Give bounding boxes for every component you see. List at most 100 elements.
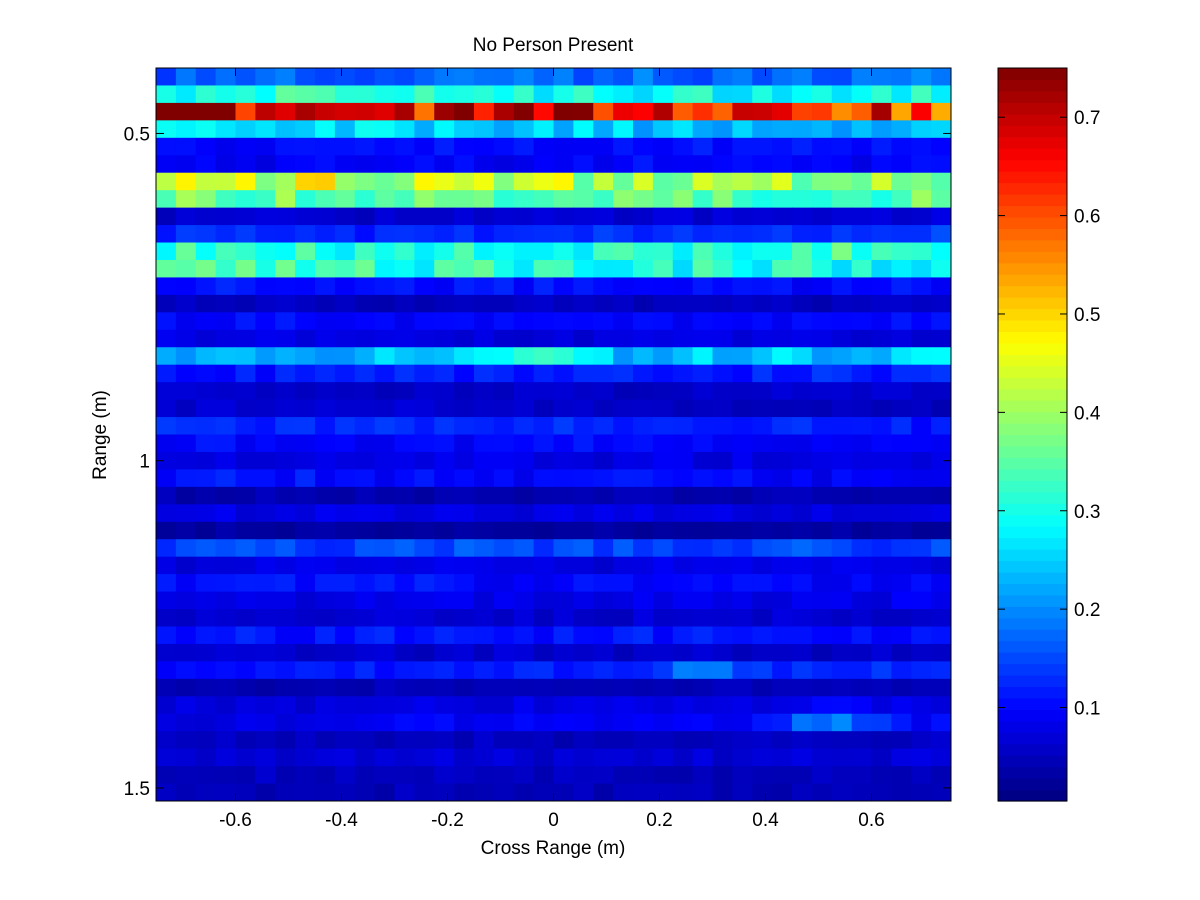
- heatmap-cell: [633, 259, 654, 278]
- heatmap-cell: [454, 382, 475, 401]
- heatmap-cell: [434, 609, 455, 627]
- colorbar-band: [998, 411, 1067, 424]
- heatmap-cell: [513, 486, 535, 505]
- heatmap-cell: [792, 486, 813, 505]
- heatmap-cell: [792, 120, 813, 139]
- heatmap-cell: [235, 591, 256, 610]
- heatmap-cell: [772, 434, 793, 453]
- heatmap-cell: [354, 102, 376, 121]
- heatmap-cell: [752, 748, 773, 767]
- y-axis-ticks: 0.511.5: [124, 124, 951, 800]
- heatmap-cell: [891, 347, 912, 366]
- heatmap-cell: [573, 399, 594, 418]
- heatmap-cell: [573, 364, 594, 383]
- heatmap-cell: [573, 85, 594, 104]
- heatmap-cell: [712, 312, 733, 331]
- heatmap-cell: [454, 643, 475, 662]
- heatmap-cell: [931, 155, 952, 174]
- heatmap-cell: [454, 312, 475, 331]
- heatmap-cell: [692, 451, 714, 470]
- heatmap-cell: [295, 207, 316, 226]
- heatmap-cell: [732, 399, 753, 418]
- heatmap-cell: [195, 347, 217, 366]
- heatmap-cell: [593, 766, 614, 785]
- heatmap-cell: [255, 748, 276, 767]
- heatmap-cell: [851, 574, 873, 593]
- heatmap-cell: [414, 731, 435, 750]
- heatmap-cell: [811, 609, 833, 627]
- heatmap-cell: [593, 277, 614, 296]
- heatmap-cell: [434, 486, 455, 505]
- heatmap-cell: [811, 68, 833, 86]
- heatmap-cell: [553, 661, 574, 680]
- colorbar-band: [998, 68, 1067, 81]
- heatmap-cell: [831, 172, 853, 191]
- heatmap-cell: [831, 190, 853, 209]
- heatmap-cell: [732, 294, 753, 313]
- heatmap-cell: [772, 102, 793, 121]
- heatmap-cell: [752, 242, 773, 261]
- heatmap-cell: [374, 207, 396, 226]
- heatmap-cell: [792, 678, 813, 697]
- heatmap-cell: [613, 382, 634, 401]
- heatmap-cell: [633, 207, 654, 226]
- heatmap-cell: [414, 626, 435, 645]
- heatmap-cell: [652, 364, 674, 383]
- heatmap-cell: [931, 382, 952, 401]
- heatmap-cell: [931, 609, 952, 627]
- heatmap-cell: [493, 713, 515, 732]
- heatmap-cell: [175, 312, 197, 331]
- heatmap-cell: [434, 417, 455, 435]
- heatmap-cell: [792, 521, 813, 540]
- heatmap-cell: [215, 207, 237, 226]
- heatmap-cell: [533, 451, 555, 470]
- heatmap-cell: [255, 242, 276, 261]
- heatmap-cell: [652, 713, 674, 732]
- heatmap-cell: [255, 399, 276, 418]
- heatmap-cell: [732, 85, 753, 104]
- heatmap-cell: [295, 190, 316, 209]
- heatmap-cell: [195, 626, 217, 645]
- heatmap-cell: [434, 85, 455, 104]
- heatmap-cell: [334, 521, 356, 540]
- heatmap-cell: [672, 190, 694, 209]
- heatmap-cell: [394, 469, 415, 488]
- heatmap-cell: [195, 678, 217, 697]
- heatmap-cell: [831, 539, 853, 558]
- heatmap-cell: [513, 731, 535, 750]
- heatmap-cell: [295, 486, 316, 505]
- heatmap-cell: [215, 661, 237, 680]
- heatmap-cell: [354, 382, 376, 401]
- heatmap-cell: [553, 259, 574, 278]
- heatmap-cell: [633, 574, 654, 593]
- heatmap-cell: [633, 766, 654, 785]
- heatmap-cell: [454, 451, 475, 470]
- colorbar-band: [998, 457, 1067, 470]
- colorbar-band: [998, 468, 1067, 481]
- heatmap-cell: [553, 626, 574, 645]
- heatmap-cell: [831, 207, 853, 226]
- heatmap-cell: [454, 277, 475, 296]
- heatmap-cell: [772, 294, 793, 313]
- heatmap-cell: [831, 347, 853, 366]
- heatmap-cell: [334, 504, 356, 523]
- heatmap-cell: [613, 85, 634, 104]
- heatmap-cell: [851, 102, 873, 121]
- heatmap-cell: [295, 643, 316, 662]
- heatmap-cell: [553, 277, 574, 296]
- heatmap-cell: [255, 155, 276, 174]
- heatmap-cell: [593, 451, 614, 470]
- heatmap-cell: [215, 696, 237, 715]
- heatmap-cell: [772, 347, 793, 366]
- heatmap-cell: [772, 259, 793, 278]
- heatmap-cell: [215, 85, 237, 104]
- heatmap-cell: [911, 486, 932, 505]
- heatmap-cell: [692, 190, 714, 209]
- heatmap-cell: [831, 294, 853, 313]
- heatmap-cell: [811, 626, 833, 645]
- heatmap-cell: [215, 748, 237, 767]
- heatmap-cell: [354, 137, 376, 156]
- heatmap-cell: [175, 417, 197, 435]
- heatmap-cell: [454, 731, 475, 750]
- heatmap-cell: [295, 85, 316, 104]
